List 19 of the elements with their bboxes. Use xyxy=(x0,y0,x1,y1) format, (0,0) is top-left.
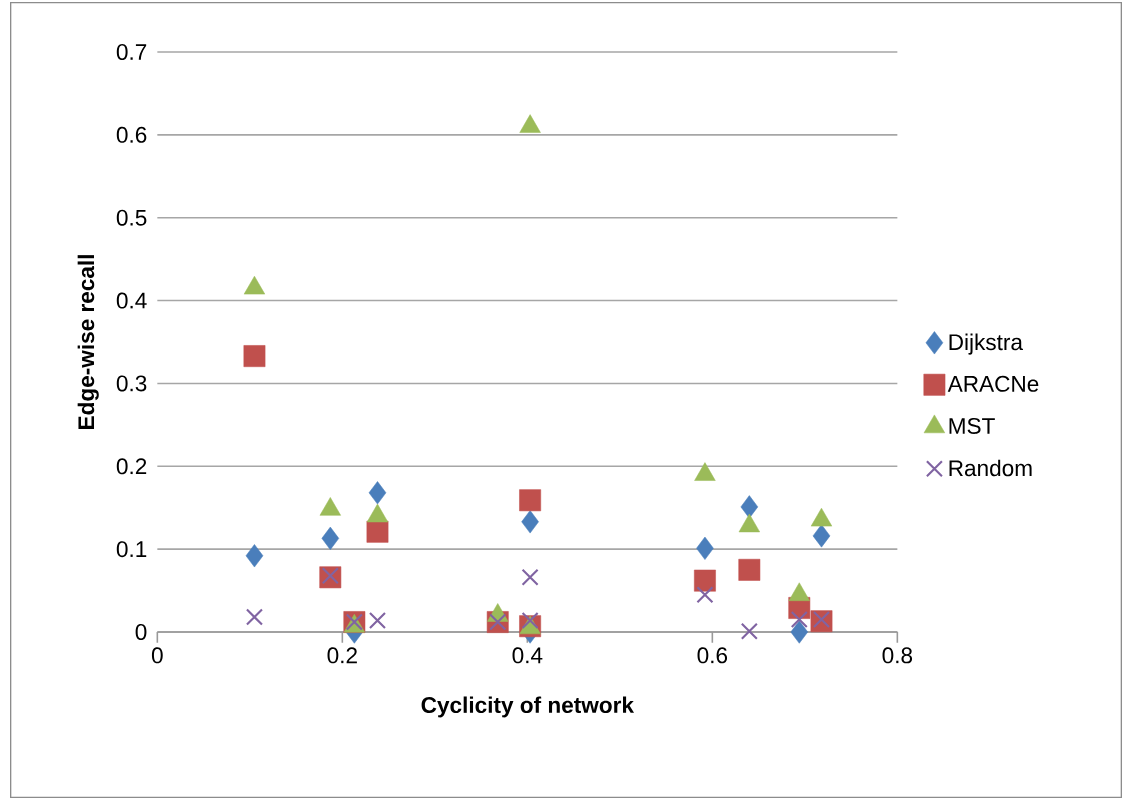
x-tick-label: 0.2 xyxy=(327,647,357,664)
y-tick-label: 0.7 xyxy=(116,44,147,60)
x-tick-label: 0.8 xyxy=(882,647,913,664)
y-axis-title: Edge-wise recall xyxy=(77,255,99,429)
y-tick-label: 0 xyxy=(135,624,147,640)
x-tick-label: 0 xyxy=(151,647,163,664)
y-tick-label: 0.6 xyxy=(116,126,147,143)
y-tick-label: 0.4 xyxy=(116,292,147,309)
y-tick-label: 0.5 xyxy=(116,209,147,226)
y-tick-label: 0.3 xyxy=(116,375,147,392)
x-axis-title: Cyclicity of network xyxy=(421,696,635,718)
y-tick-label: 0.1 xyxy=(116,541,147,558)
x-tick-label: 0.6 xyxy=(697,647,728,664)
legend-label: MST xyxy=(949,417,995,434)
legend-label: ARACNe xyxy=(947,375,1039,392)
legend-label: Dijkstra xyxy=(949,333,1023,355)
legend-label: Random xyxy=(949,459,1032,477)
x-tick-label: 0.4 xyxy=(512,647,543,664)
y-tick-label: 0.2 xyxy=(116,458,147,475)
